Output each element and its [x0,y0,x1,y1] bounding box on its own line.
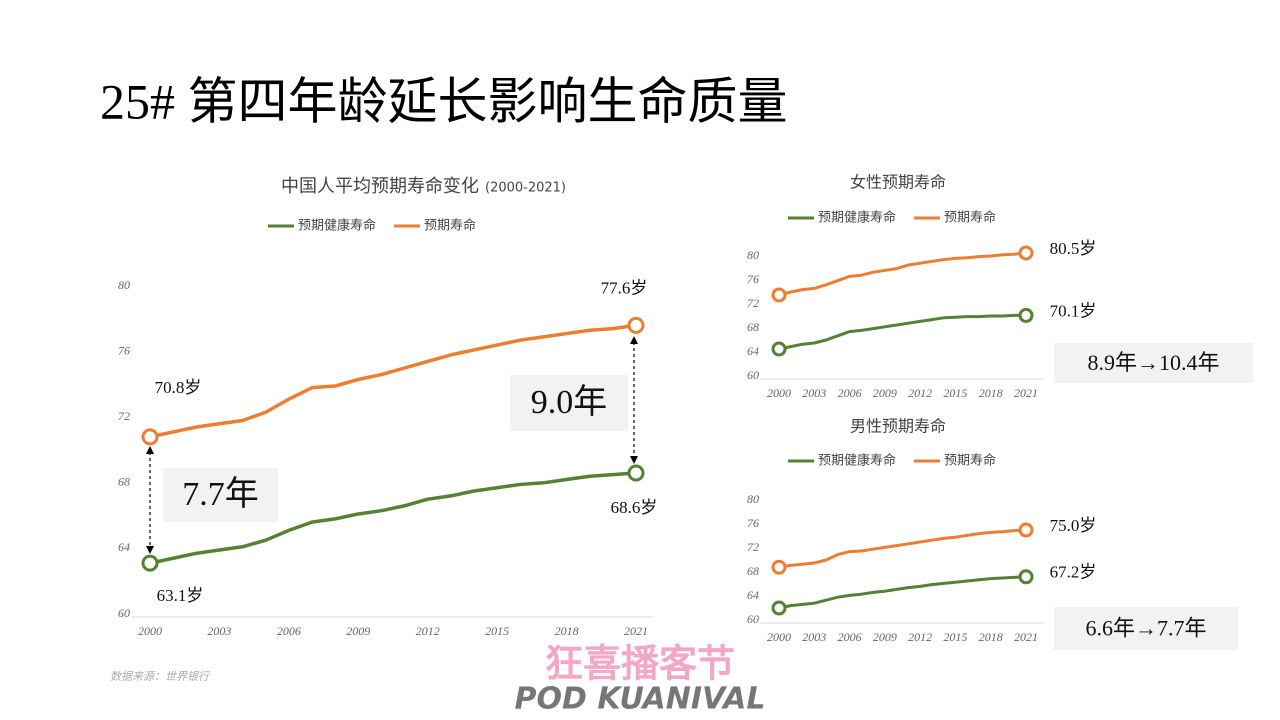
source-note: 数据来源：世界银行 [110,670,211,683]
annotation: 8.9年→10.4年 [1087,350,1219,375]
chart-title: 男性预期寿命 [850,417,946,436]
x-tick-label: 2000 [138,624,162,638]
x-tick-label: 2000 [767,630,791,644]
series-line [778,528,1027,569]
annotation-box [1054,607,1238,650]
x-tick-label: 2021 [1014,630,1038,644]
x-tick-label: 2003 [802,630,826,644]
legend-label: 预期寿命 [944,210,996,226]
logo: 狂喜播客节 [545,642,735,686]
series-line [149,471,637,565]
chart: 中国人平均预期寿命变化 (2000-2021) 预期健康寿命 预期寿命 60 64 68 72… [118,176,657,638]
y-tick-label: 76 [747,272,759,286]
value-label: 63.1岁 [157,586,204,605]
y-tick-label: 64 [118,540,130,554]
y-tick-label: 60 [118,606,130,620]
annotation-box [510,375,628,431]
x-tick-label: 2003 [207,624,231,638]
value-label: 77.6岁 [601,278,648,297]
arrow-heads [146,336,638,554]
y-tick-label: 76 [747,516,759,530]
value-label: 70.1岁 [1050,301,1097,320]
x-tick-label: 2015 [485,624,509,638]
x-tick-label: 2018 [979,630,1003,644]
y-tick-label: 64 [747,344,759,358]
x-tick-label: 2006 [838,630,862,644]
endpoint-marker [771,341,787,357]
legend-label: 预期寿命 [424,218,476,234]
annotation: 7.7年 [182,475,259,513]
annotation: 6.6年→7.7年 [1085,616,1206,641]
y-tick-label: 80 [118,278,130,292]
x-tick-label: 2006 [277,624,301,638]
y-tick-label: 68 [747,564,759,578]
chart-subtitle: (2000-2021) [485,181,566,196]
y-tick-label: 80 [747,492,759,506]
endpoint-marker [771,559,787,575]
series-line [778,251,1027,297]
endpoint-marker [141,428,159,446]
value-label: 67.2岁 [1050,563,1097,582]
annotation: 9.0年 [531,383,608,421]
y-tick-label: 80 [747,248,759,262]
value-label: 68.6岁 [611,498,658,517]
x-tick-label: 2015 [943,630,967,644]
legend-label: 预期健康寿命 [818,210,896,226]
x-tick-label: 2000 [767,386,791,400]
x-tick-label: 2012 [908,630,932,644]
endpoint-marker [141,554,159,572]
endpoint-marker [771,600,787,616]
x-tick-label: 2003 [802,386,826,400]
series-line [778,313,1026,351]
slide-title: 25# 第四年龄延长影响生命质量 [100,73,788,129]
series-line [778,575,1027,610]
chart-title: 女性预期寿命 [850,173,946,192]
x-tick-label: 2018 [979,386,1003,400]
x-tick-label: 2021 [624,624,648,638]
chart-title: 中国人平均预期寿命变化 [281,176,479,197]
x-tick-label: 2009 [346,624,370,638]
gap-arrows [149,342,635,548]
x-tick-label: 2009 [873,630,897,644]
annotation-box [1054,343,1253,383]
x-tick-label: 2006 [838,386,862,400]
value-label: 75.0岁 [1050,516,1097,535]
y-tick-label: 72 [747,540,759,554]
y-tick-label: 68 [118,475,130,489]
y-tick-label: 60 [747,368,759,382]
annotation-box [163,468,278,522]
endpoint-marker [1018,522,1034,538]
y-tick-label: 64 [747,588,759,602]
y-tick-label: 60 [747,612,759,626]
x-tick-label: 2015 [943,386,967,400]
y-tick-label: 68 [747,320,759,334]
x-tick-label: 2009 [873,386,897,400]
value-label: 70.8岁 [155,378,202,397]
endpoint-marker [1018,569,1034,585]
x-tick-label: 2012 [416,624,440,638]
endpoint-marker [1018,307,1034,323]
series-line [149,323,637,439]
x-tick-label: 2012 [908,386,932,400]
endpoint-marker [627,316,645,334]
endpoint-marker [1018,245,1034,261]
x-tick-label: 2018 [555,624,579,638]
legend-label: 预期健康寿命 [818,453,896,469]
legend-label: 预期寿命 [944,453,996,469]
value-label: 80.5岁 [1050,239,1097,258]
endpoint-marker [771,287,787,303]
y-tick-label: 76 [118,343,130,357]
endpoint-marker [627,464,645,482]
x-tick-label: 2021 [1014,386,1038,400]
logo-subtext: POD KUANIVAL [514,682,765,717]
y-tick-label: 72 [118,409,130,423]
y-tick-label: 72 [747,296,759,310]
legend-label: 预期健康寿命 [298,218,376,234]
